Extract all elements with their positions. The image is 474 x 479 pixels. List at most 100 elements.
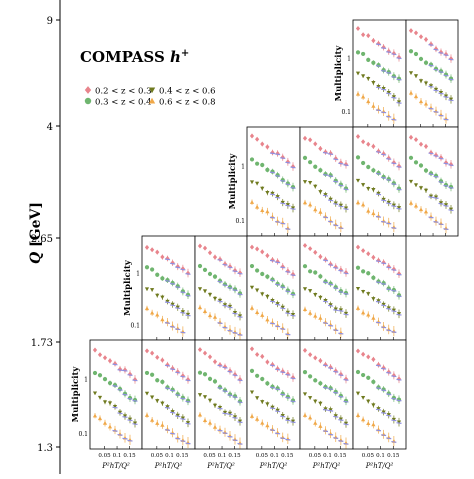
theory-curve-segment: [391, 205, 397, 208]
theory-curve-segment: [269, 259, 276, 262]
theory-curve-segment: [438, 114, 444, 117]
panel-frame: [299, 235, 354, 341]
theory-curve-segment: [217, 322, 223, 325]
data-point-triangle-down: [117, 410, 123, 415]
data-point-circle: [355, 265, 361, 270]
theory-curve-segment: [391, 440, 397, 443]
theory-curve-segment: [285, 204, 291, 207]
theory-curve-segment: [132, 423, 138, 426]
theory-curve-segment: [222, 366, 228, 369]
theory-curve-segment: [343, 164, 349, 167]
theory-curve-segment: [448, 186, 454, 189]
theory-curve-segment: [338, 332, 344, 335]
data-point-circle: [255, 373, 260, 378]
theory-curve-segment: [381, 412, 387, 414]
theory-curve-segment: [290, 166, 296, 169]
theory-curve-segment: [217, 429, 223, 432]
theory-curve-segment: [328, 220, 334, 223]
data-point-triangle-up: [423, 209, 429, 214]
theory-curve-segment: [185, 379, 191, 382]
theory-curve-segment: [328, 388, 334, 391]
legend: 0.2 < z < 0.30.3 < z < 0.4 0.4 < z < 0.60…: [84, 86, 216, 108]
theory-curve-segment: [122, 369, 128, 372]
theory-curve-segment: [280, 286, 286, 289]
theory-curve-segment: [386, 179, 392, 181]
data-point-circle: [302, 155, 308, 160]
data-point-diamond: [260, 353, 265, 359]
data-point-triangle-down: [249, 390, 255, 395]
data-point-triangle-down: [102, 400, 108, 405]
data-point-triangle-up: [255, 204, 260, 209]
data-point-diamond: [302, 242, 308, 249]
data-point-triangle-down: [381, 197, 386, 202]
data-point-triangle-down: [355, 178, 361, 183]
theory-curve-segment: [237, 272, 243, 275]
data-point-triangle-down: [386, 306, 391, 311]
theory-curve-segment: [443, 204, 449, 207]
data-point-triangle-down: [260, 186, 265, 191]
theory-curve-segment: [222, 284, 228, 287]
theory-curve-segment: [112, 385, 118, 387]
data-point-diamond: [255, 351, 260, 358]
data-point-triangle-down: [313, 293, 318, 297]
theory-curve-segment: [386, 414, 392, 417]
data-point-triangle-down: [237, 314, 243, 319]
data-point-triangle-up: [371, 103, 376, 108]
data-point-diamond: [185, 270, 191, 276]
data-point-circle: [418, 56, 424, 62]
data-point-triangle-down: [275, 195, 280, 199]
theory-curve-segment: [237, 421, 243, 424]
data-point-triangle-down: [428, 194, 434, 199]
x-tick-label: 0.05: [362, 453, 375, 459]
data-point-triangle-down: [255, 396, 260, 401]
theory-curve-segment: [381, 304, 387, 307]
data-point-circle: [371, 168, 376, 173]
data-point-triangle-down: [355, 287, 361, 291]
theory-curve-segment: [328, 367, 334, 370]
data-point-diamond: [150, 247, 155, 253]
data-point-triangle-down: [371, 297, 376, 301]
data-point-diamond: [371, 38, 376, 44]
legend-label: 0.4 < z < 0.6: [159, 87, 216, 97]
panel-y-axis-label: Multiplicity: [334, 45, 344, 102]
data-point-triangle-up: [355, 306, 361, 310]
data-point-triangle-down: [413, 74, 419, 79]
theory-curve-segment: [343, 378, 349, 381]
multiplicity-panel: [299, 126, 354, 237]
theory-curve-segment: [122, 393, 128, 396]
panel-frame: [299, 126, 354, 237]
theory-curve-segment: [338, 269, 344, 272]
data-point-triangle-down: [302, 287, 308, 292]
x-tick-label: 0.05: [203, 453, 216, 459]
theory-curve-segment: [175, 371, 181, 374]
data-point-diamond: [371, 356, 376, 362]
theory-curve-segment: [333, 158, 339, 161]
panel-x-axis-label: P²hT/Q²: [101, 462, 130, 470]
data-point-circle: [144, 370, 150, 376]
theory-curve-segment: [170, 304, 176, 307]
theory-curve-segment: [222, 390, 228, 393]
q-axis-label-symbol: Q: [28, 252, 44, 264]
q-axis-label: Q [GeV]: [28, 202, 44, 264]
panel-frame: [352, 339, 407, 450]
theory-curve-segment: [338, 440, 344, 442]
theory-curve-segment: [391, 183, 397, 186]
theory-curve-segment: [386, 71, 392, 74]
theory-curve-segment: [275, 196, 281, 199]
data-point-triangle-up: [408, 201, 414, 205]
theory-curve-segment: [428, 64, 434, 67]
panel-y-axis-label: Multiplicity: [71, 366, 81, 423]
data-point-triangle-up: [355, 91, 361, 96]
theory-curve-segment: [227, 370, 233, 373]
data-point-triangle-down: [376, 299, 381, 304]
data-point-triangle-down: [285, 203, 290, 207]
q-axis-tick-label: 1.73: [31, 338, 53, 349]
data-point-circle: [202, 267, 208, 273]
data-point-circle: [212, 379, 218, 384]
theory-curve-segment: [381, 389, 387, 392]
data-point-diamond: [197, 347, 203, 353]
data-point-triangle-down: [443, 94, 449, 99]
theory-curve-segment: [381, 88, 387, 91]
theory-curve-segment: [438, 92, 444, 95]
data-point-triangle-down: [122, 414, 128, 419]
